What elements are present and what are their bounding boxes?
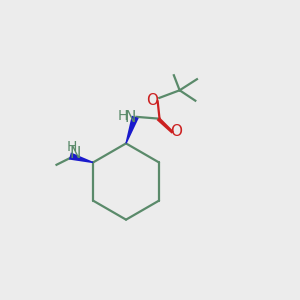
Text: H: H xyxy=(67,140,77,154)
Polygon shape xyxy=(125,116,139,144)
Text: N: N xyxy=(69,146,81,161)
Polygon shape xyxy=(69,152,93,163)
Text: O: O xyxy=(146,93,158,108)
Text: N: N xyxy=(124,110,136,125)
Text: H: H xyxy=(117,109,128,123)
Text: O: O xyxy=(170,124,182,140)
